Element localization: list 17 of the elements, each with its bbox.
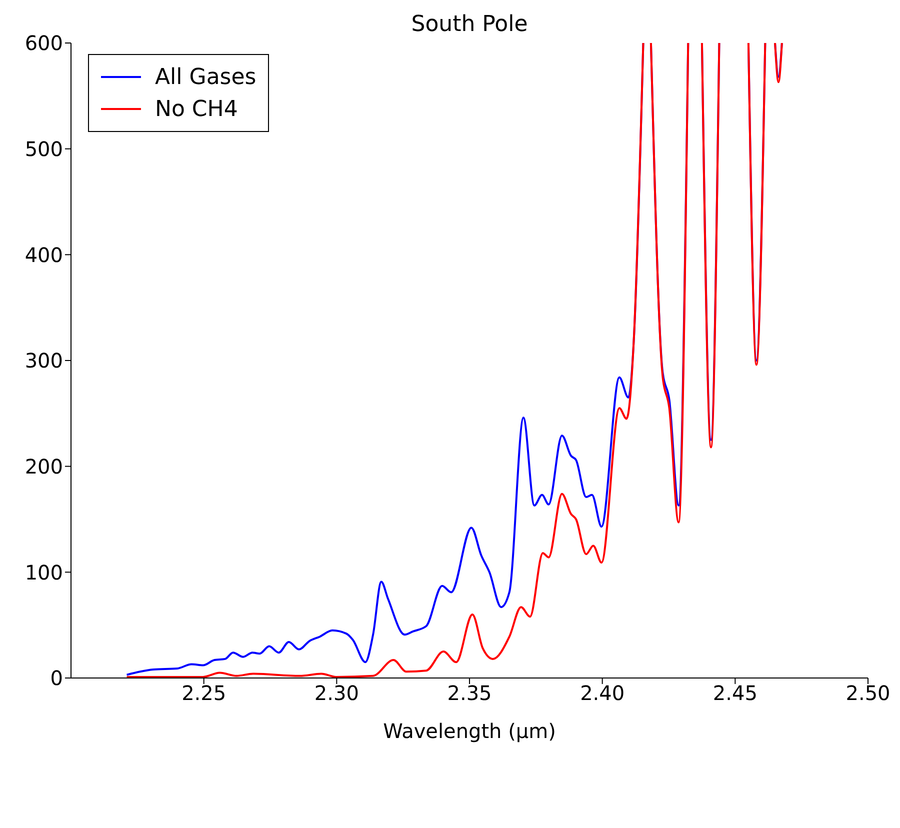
y-tick-label: 300	[24, 348, 63, 373]
x-axis-title: Wavelength (μm)	[383, 719, 556, 743]
chart-title: South Pole	[410, 12, 529, 37]
y-tick-label: 100	[24, 560, 63, 584]
y-tick-label: 400	[24, 242, 63, 267]
y-tick-label: 500	[24, 136, 63, 161]
legend-label: All Gases	[155, 64, 256, 90]
legend-label: No CH4	[155, 96, 238, 122]
x-tick-label: 2.50	[846, 681, 890, 706]
x-tick-label: 2.30	[314, 681, 359, 706]
y-tick-label: 0	[50, 666, 63, 690]
x-tick-label: 2.35	[447, 681, 492, 706]
x-tick-label: 2.45	[712, 681, 758, 706]
y-tick-label: 200	[24, 454, 63, 478]
y-tick-label: 600	[24, 31, 63, 56]
x-tick-label: 2.25	[182, 681, 226, 706]
x-tick-label: 2.40	[580, 681, 625, 706]
